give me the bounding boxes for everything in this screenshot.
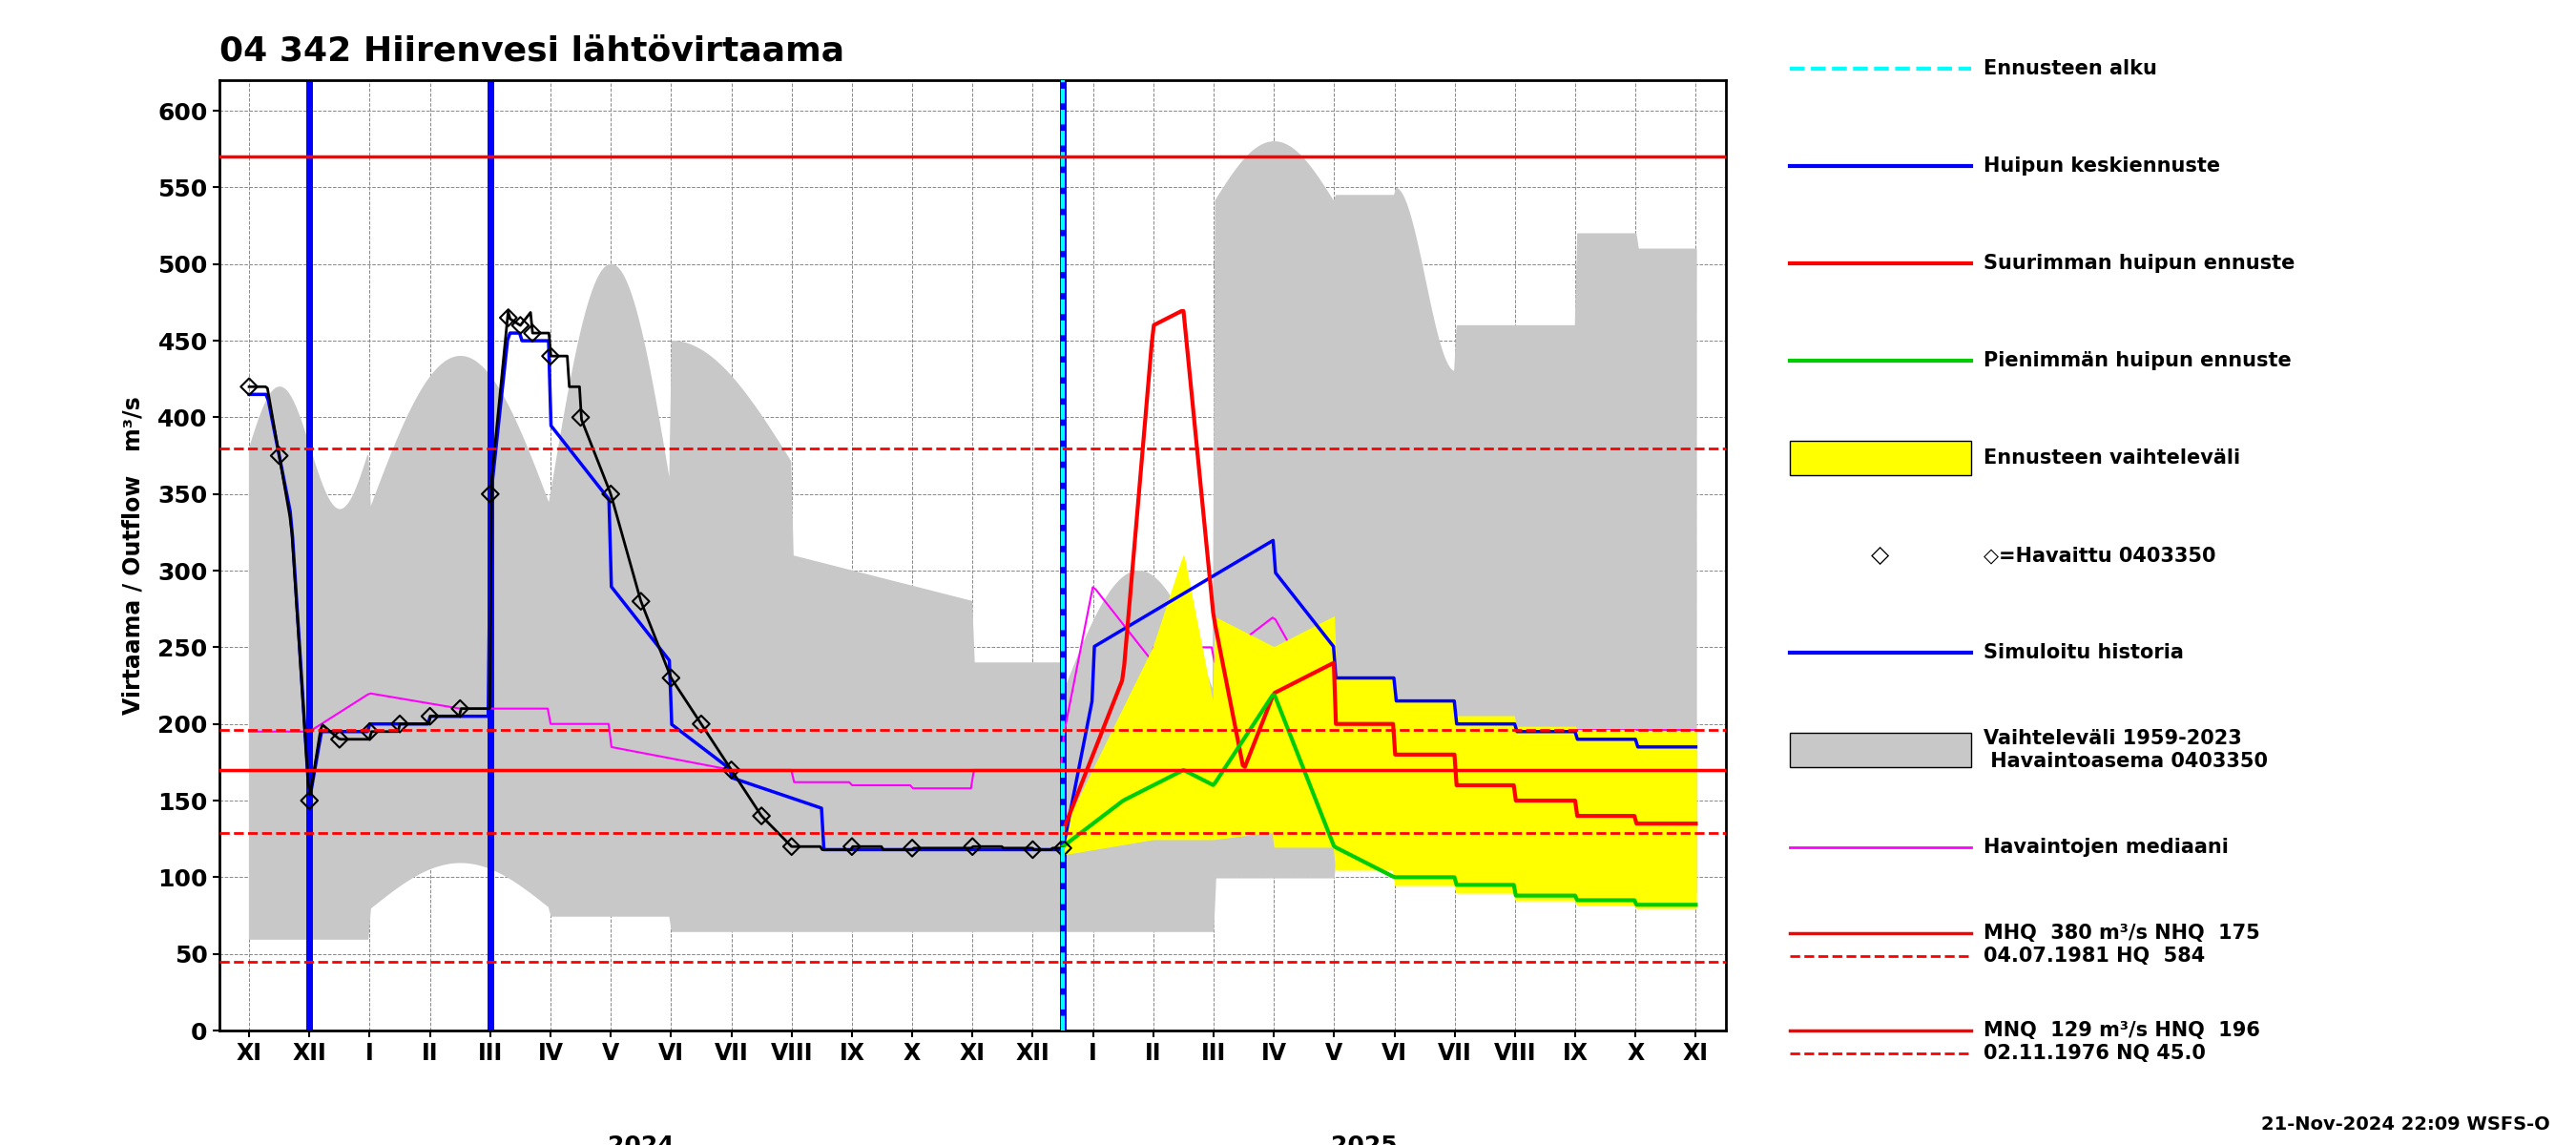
Text: Ennusteen alku: Ennusteen alku xyxy=(1984,60,2156,78)
Text: 2024: 2024 xyxy=(608,1135,675,1145)
Point xyxy=(410,708,451,726)
Text: Havaintojen mediaani: Havaintojen mediaani xyxy=(1984,838,2228,856)
Point xyxy=(500,316,541,334)
Point xyxy=(680,714,721,733)
Point xyxy=(531,347,572,365)
Point xyxy=(258,447,299,465)
Point xyxy=(891,839,933,858)
Point xyxy=(770,837,811,855)
Text: Pienimmän huipun ennuste: Pienimmän huipun ennuste xyxy=(1984,352,2293,370)
Point xyxy=(487,308,528,327)
Point xyxy=(319,731,361,749)
Point xyxy=(559,409,600,427)
Text: 04 342 Hiirenvesi lähtövirtaama: 04 342 Hiirenvesi lähtövirtaama xyxy=(219,34,845,66)
Point xyxy=(621,592,662,610)
Text: Huipun keskiennuste: Huipun keskiennuste xyxy=(1984,157,2221,175)
Text: ◇: ◇ xyxy=(1870,544,1891,567)
Text: Simuloitu historia: Simuloitu historia xyxy=(1984,643,2184,662)
Point xyxy=(440,700,482,718)
Point xyxy=(742,807,783,826)
Point xyxy=(1012,840,1054,859)
Text: 2025: 2025 xyxy=(1332,1135,1396,1145)
Point xyxy=(953,837,994,855)
Point xyxy=(832,837,873,855)
Y-axis label: Virtaama / Outflow   m³/s: Virtaama / Outflow m³/s xyxy=(121,396,144,714)
Point xyxy=(513,324,554,342)
Text: Suurimman huipun ennuste: Suurimman huipun ennuste xyxy=(1984,254,2295,273)
Point xyxy=(1043,839,1084,858)
Point xyxy=(469,484,510,503)
Point xyxy=(379,714,420,733)
Point xyxy=(649,669,690,687)
Point xyxy=(711,760,752,779)
Point xyxy=(350,722,392,741)
Text: MNQ  129 m³/s HNQ  196
02.11.1976 NQ 45.0: MNQ 129 m³/s HNQ 196 02.11.1976 NQ 45.0 xyxy=(1984,1020,2259,1064)
Point xyxy=(229,378,270,396)
Point xyxy=(590,484,631,503)
Point xyxy=(289,791,330,810)
Text: Vaihteleväli 1959-2023
 Havaintoasema 0403350: Vaihteleväli 1959-2023 Havaintoasema 040… xyxy=(1984,728,2267,772)
Text: MHQ  380 m³/s NHQ  175
04.07.1981 HQ  584: MHQ 380 m³/s NHQ 175 04.07.1981 HQ 584 xyxy=(1984,923,2259,966)
Text: 21-Nov-2024 22:09 WSFS-O: 21-Nov-2024 22:09 WSFS-O xyxy=(2262,1115,2550,1134)
Text: ◇=Havaittu 0403350: ◇=Havaittu 0403350 xyxy=(1984,546,2215,564)
Text: Ennusteen vaihteleväli: Ennusteen vaihteleväli xyxy=(1984,449,2241,467)
